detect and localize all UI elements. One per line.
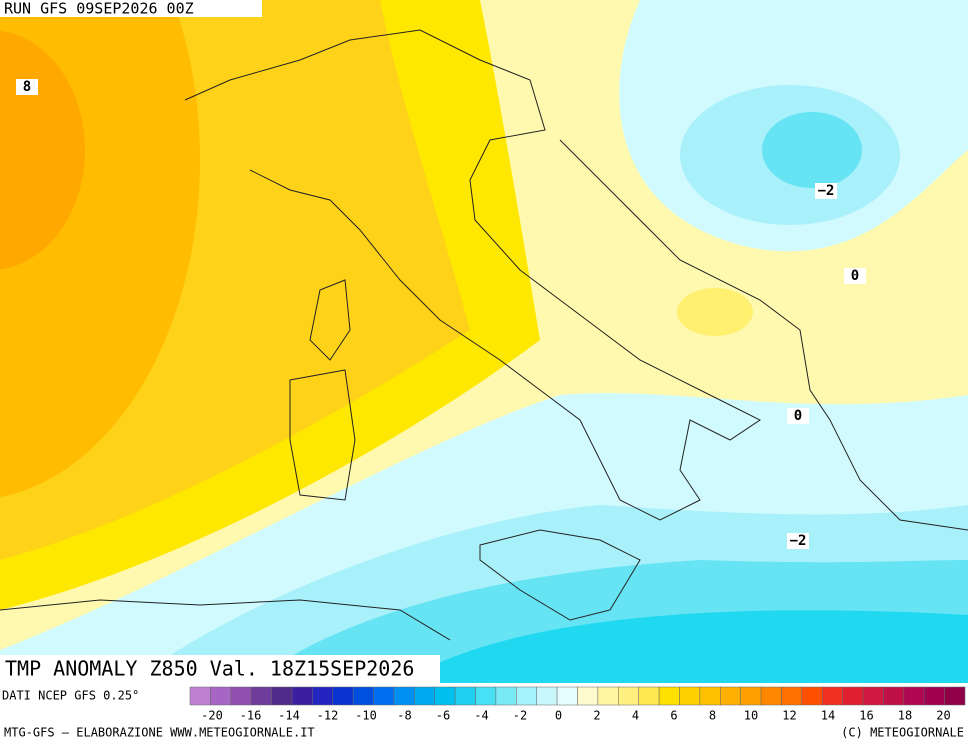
- contour-label-bg: [844, 268, 866, 284]
- colorbar-swatch: [618, 686, 639, 706]
- contour-label: −2: [790, 533, 807, 549]
- colorbar-tick-label: -2: [513, 709, 527, 723]
- colorbar-tick-label: 16: [859, 709, 873, 723]
- colorbar-tick-label: -16: [240, 709, 262, 723]
- colorbar-swatch: [597, 686, 619, 706]
- field-yellow-spot: [677, 288, 753, 336]
- colorbar-swatch: [577, 686, 599, 706]
- colorbar-swatch: [720, 686, 741, 706]
- colorbar: -20 -16 -14 -12 -10 -8 -6 -4 -2 0 2 4 6 8 10 12 14 16 18 20: [189, 686, 966, 723]
- colorbar-swatch: [210, 686, 232, 706]
- colorbar-swatch: [373, 686, 395, 706]
- map-title: TMP ANOMALY Z850 Val. 18Z15SEP2026: [5, 657, 414, 681]
- map-field: [0, 0, 968, 683]
- colorbar-tick-label: 6: [670, 709, 677, 723]
- colorbar-swatch: [740, 686, 762, 706]
- colorbar-tick-label: -8: [397, 709, 411, 723]
- field-cold-ne3: [762, 112, 862, 188]
- contour-label: 0: [794, 408, 802, 424]
- colorbar-swatch: [352, 686, 374, 706]
- colorbar-tick-label: 14: [821, 709, 835, 723]
- colorbar-tick-label: -20: [201, 709, 223, 723]
- colorbar-swatch: [536, 686, 558, 706]
- contour-label: −2: [818, 183, 835, 199]
- colorbar-swatch: [230, 686, 252, 706]
- colorbar-swatch: [760, 686, 782, 706]
- coastline: [184, 29, 761, 521]
- colorbar-swatch: [189, 686, 211, 706]
- colorbar-tick-label: -12: [317, 709, 339, 723]
- colorbar-tick-label: -10: [355, 709, 377, 723]
- coastline: [309, 279, 351, 361]
- colorbar-swatch: [495, 686, 517, 706]
- colorbar-swatch: [862, 686, 884, 706]
- colorbar-swatch: [393, 686, 415, 706]
- colorbar-swatch: [821, 686, 843, 706]
- contour-label-bg: [815, 183, 837, 199]
- colorbar-swatch: [312, 686, 334, 706]
- header-box: [0, 0, 262, 17]
- colorbar-swatch: [944, 686, 966, 706]
- colorbar-swatch: [414, 686, 435, 706]
- coastlines: [0, 29, 968, 641]
- footer-right: (C) METEOGIORNALE: [841, 726, 964, 740]
- colorbar-swatch: [556, 686, 578, 706]
- colorbar-swatch: [923, 686, 945, 706]
- colorbar-tick-label: 4: [632, 709, 639, 723]
- coastline: [0, 599, 451, 641]
- colorbar-swatch: [699, 686, 721, 706]
- colorbar-tick-label: 20: [936, 709, 950, 723]
- contour-label-bg: [16, 79, 38, 95]
- colorbar-tick-label: 0: [555, 709, 562, 723]
- colorbar-tick-label: -14: [278, 709, 300, 723]
- colorbar-swatch: [903, 686, 925, 706]
- title-box: [0, 655, 440, 683]
- coastline: [479, 529, 641, 621]
- contour-label: 0: [851, 268, 859, 284]
- colorbar-tick-label: -4: [474, 709, 488, 723]
- contour-label-bg: [787, 408, 809, 424]
- colorbar-swatch: [291, 686, 313, 706]
- colorbar-swatch: [679, 686, 701, 706]
- colorbar-tick-label: 8: [709, 709, 716, 723]
- colorbar-swatch: [434, 686, 456, 706]
- colorbar-tick-label: 2: [593, 709, 600, 723]
- run-label: RUN GFS 09SEP2026 00Z: [4, 0, 194, 18]
- footer-left: MTG-GFS — ELABORAZIONE WWW.METEOGIORNALE…: [4, 726, 315, 740]
- contour-labels: 8 −2 0 0 −2: [16, 79, 866, 549]
- colorbar-tick-label: -6: [436, 709, 450, 723]
- colorbar-swatch: [658, 686, 680, 706]
- colorbar-swatch: [781, 686, 803, 706]
- contour-label-bg: [787, 533, 809, 549]
- colorbar-swatch: [638, 686, 660, 706]
- colorbar-swatch: [332, 686, 354, 706]
- source-label: DATI NCEP GFS 0.25°: [2, 689, 139, 703]
- colorbar-swatch: [250, 686, 272, 706]
- contour-label: 8: [23, 79, 31, 95]
- colorbar-swatch: [842, 686, 864, 706]
- colorbar-swatch: [271, 686, 293, 706]
- colorbar-swatch: [516, 686, 537, 706]
- coastline: [559, 139, 968, 531]
- colorbar-swatch: [801, 686, 823, 706]
- colorbar-swatch: [475, 686, 497, 706]
- colorbar-tick-label: 10: [744, 709, 758, 723]
- colorbar-swatch: [883, 686, 905, 706]
- field-cold-s4: [400, 610, 968, 683]
- coastline: [289, 369, 356, 501]
- colorbar-swatch: [454, 686, 476, 706]
- colorbar-tick-label: 12: [782, 709, 796, 723]
- colorbar-tick-label: 18: [898, 709, 912, 723]
